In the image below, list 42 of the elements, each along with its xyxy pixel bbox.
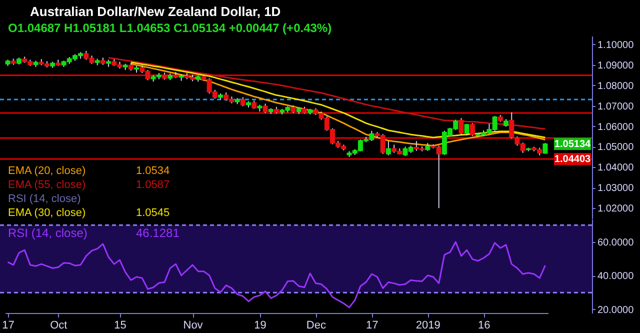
x-tick-label: 19 <box>254 320 266 332</box>
line-series <box>7 241 546 308</box>
chart-subtitle: O1.04687 H1.05181 L1.04653 C1.05134 +0.00447 (+0.43%) <box>8 21 332 35</box>
y-tick-label: 60.0000 <box>598 237 634 248</box>
candlestick <box>470 122 475 137</box>
x-tick-label: 17 <box>366 320 378 332</box>
y-tick-label: 1.02000 <box>598 204 634 215</box>
annotation: 1.0587 <box>136 179 170 191</box>
x-tick-label: 17 <box>2 320 14 332</box>
annotation: 1.0534 <box>136 165 170 177</box>
text: EMA (30, close) <box>8 207 86 219</box>
y-tick-label: 40.0000 <box>598 271 634 282</box>
y-tick-label: 1.09000 <box>598 60 634 72</box>
y-tick-label: 1.08000 <box>598 80 634 92</box>
x-tick-label: 16 <box>478 320 490 332</box>
candlestick <box>458 118 464 135</box>
text: 1.05134 <box>554 139 592 150</box>
annotation: RSI (14, close) <box>8 193 81 205</box>
x-tick-label: 2019 <box>416 320 440 332</box>
candlestick <box>386 140 391 156</box>
ref-line-label: 1.04403 <box>554 154 592 165</box>
annotation: 46.1281 <box>136 226 180 240</box>
y-tick-label: 1.05000 <box>598 142 634 154</box>
annotation: 1.0545 <box>136 207 170 219</box>
candlestick <box>509 112 514 140</box>
y-tick-label: 1.10000 <box>598 40 634 51</box>
chart-title: Australian Dollar/New Zealand Dollar, 1D <box>30 4 281 19</box>
candlestick <box>262 103 268 114</box>
series-label: RSI (14, close) <box>8 226 88 240</box>
x-tick-label: Dec <box>306 320 326 332</box>
candlestick <box>240 96 246 107</box>
candlestick <box>542 142 548 154</box>
y-tick-label: 1.04000 <box>598 162 634 174</box>
x-tick-label: Nov <box>183 320 204 332</box>
y-tick-label: 1.07000 <box>598 101 634 112</box>
x-tick-label: Oct <box>50 320 68 332</box>
y-tick-label: 1.03000 <box>598 183 634 194</box>
x-tick-label: 15 <box>114 320 126 332</box>
y-tick-label: 20.0000 <box>598 304 634 316</box>
y-tick-label: 1.06000 <box>598 122 634 133</box>
text: EMA (55, close) <box>8 179 86 191</box>
text: EMA (20, close) <box>8 165 86 177</box>
